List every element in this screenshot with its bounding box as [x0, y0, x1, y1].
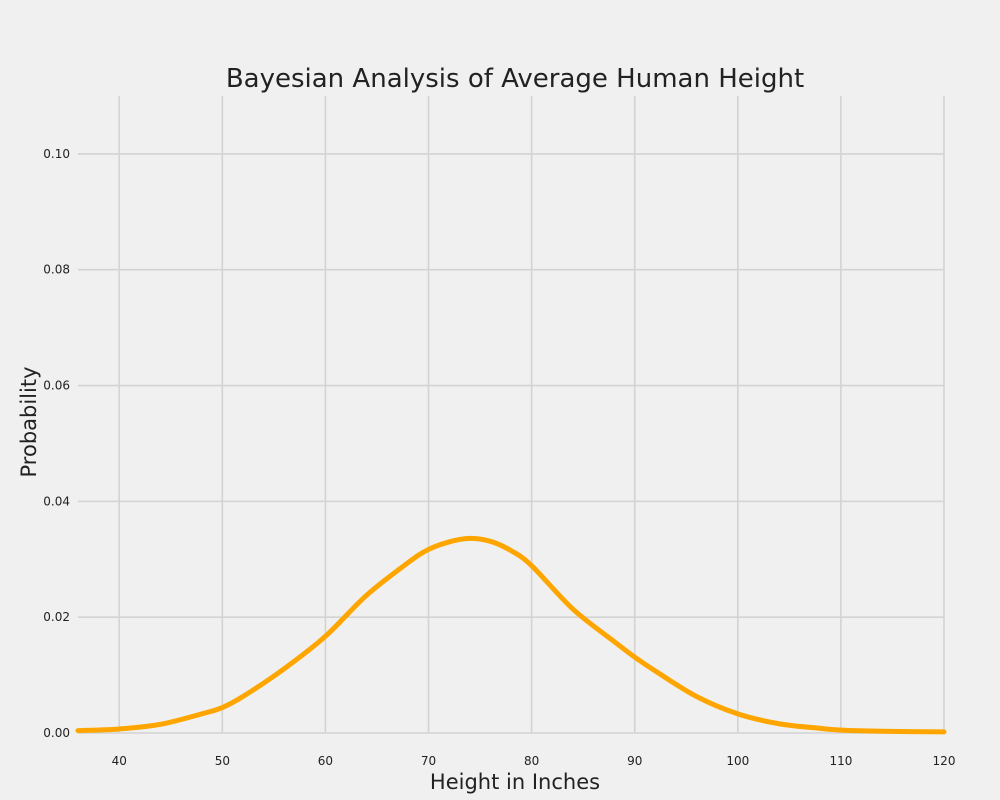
y-tick-label: 0.10 — [43, 147, 70, 161]
x-tick-label: 60 — [318, 754, 333, 768]
y-tick-label: 0.00 — [43, 726, 70, 740]
x-axis-label: Height in Inches — [430, 770, 600, 794]
x-tick-label: 50 — [215, 754, 230, 768]
y-tick-labels: 0.00 0.02 0.04 0.06 0.08 0.10 — [43, 147, 70, 740]
chart-title: Bayesian Analysis of Average Human Heigh… — [226, 64, 804, 94]
x-tick-label: 100 — [726, 754, 749, 768]
series-layer — [75, 535, 947, 735]
y-tick-label: 0.06 — [43, 379, 70, 393]
x-tick-label: 80 — [524, 754, 539, 768]
x-gridlines — [118, 96, 945, 733]
y-axis-label: Probability — [17, 366, 41, 477]
x-tick-label: 40 — [112, 754, 127, 768]
x-tick-label: 120 — [933, 754, 956, 768]
x-tick-labels: 40 50 60 70 80 90 100 110 120 — [112, 754, 956, 768]
y-tick-label: 0.08 — [43, 263, 70, 277]
x-tick-label: 110 — [829, 754, 852, 768]
series-line — [75, 535, 947, 735]
y-gridlines — [78, 153, 944, 734]
x-tick-label: 70 — [421, 754, 436, 768]
y-tick-label: 0.04 — [43, 494, 70, 508]
y-tick-label: 0.02 — [43, 610, 70, 624]
x-tick-label: 90 — [627, 754, 642, 768]
